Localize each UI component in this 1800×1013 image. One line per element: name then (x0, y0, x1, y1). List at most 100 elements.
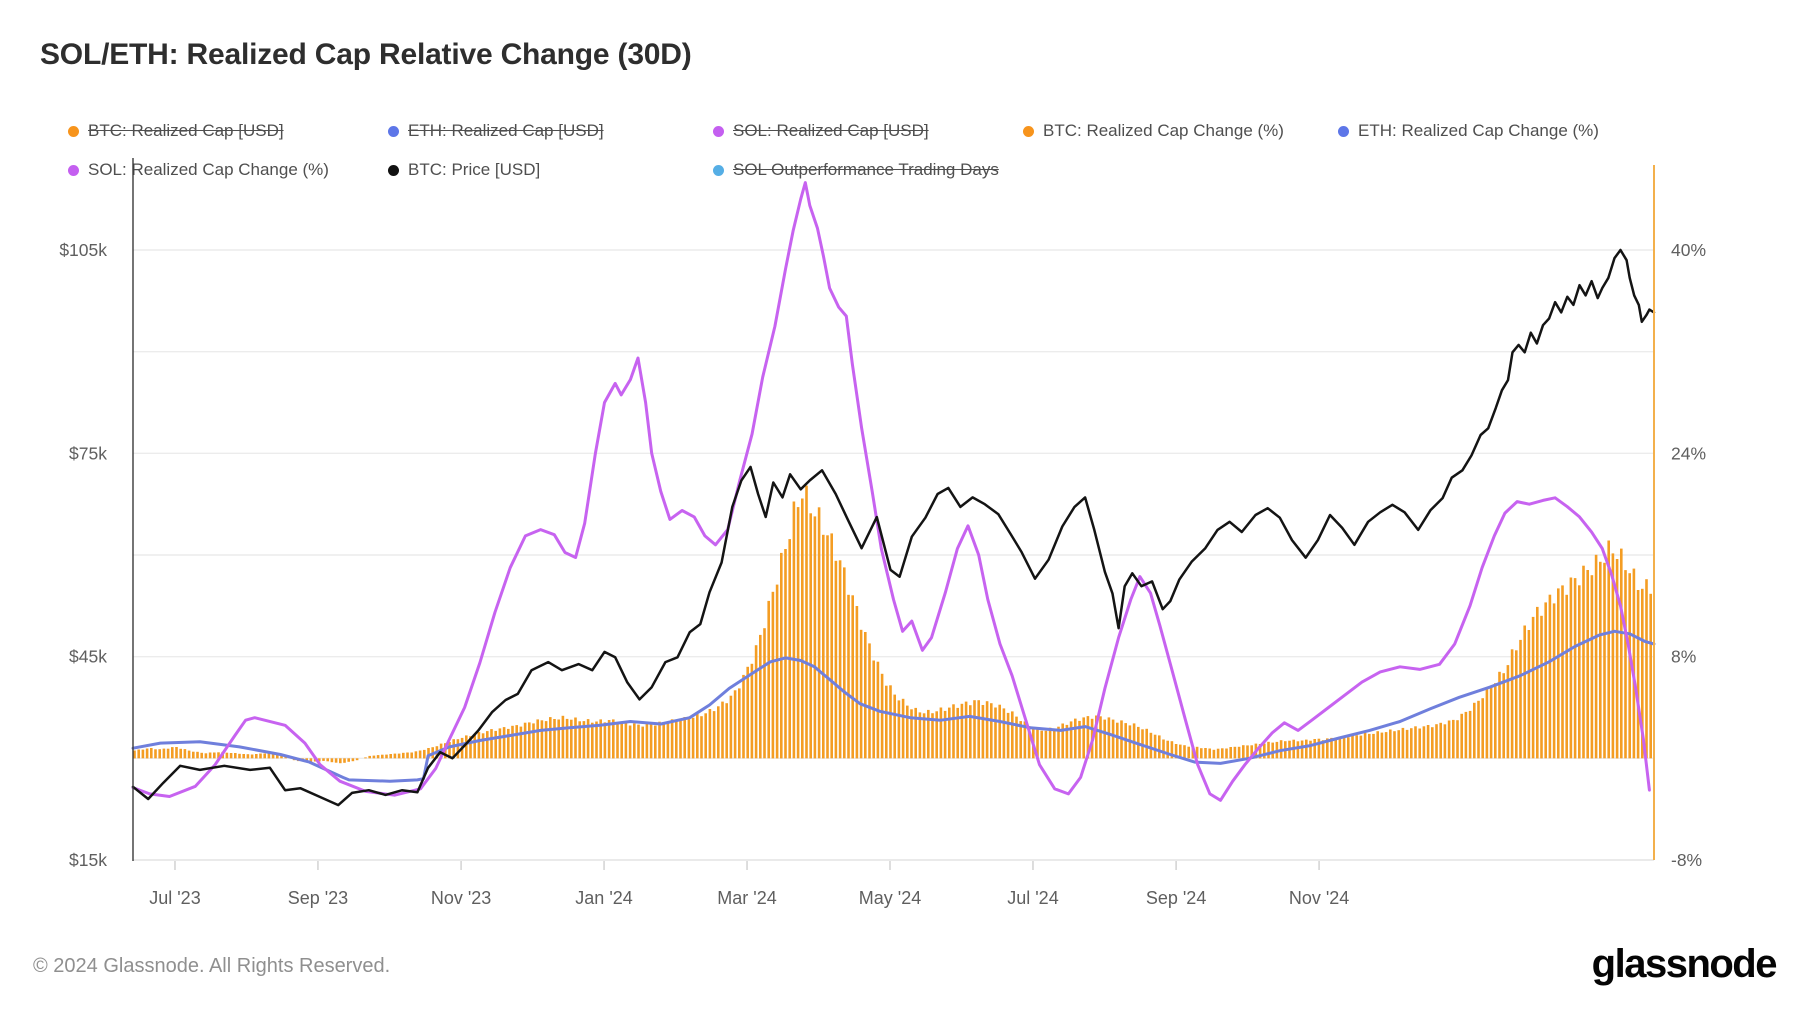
bar (355, 758, 359, 761)
bar (868, 643, 871, 759)
bar (901, 698, 905, 759)
bar (893, 694, 896, 759)
bar (1540, 615, 1543, 759)
bar (801, 498, 804, 759)
bar (1166, 740, 1169, 759)
legend-item[interactable]: SOL: Realized Cap [USD] (713, 121, 929, 141)
bar (246, 754, 250, 759)
bar (1582, 565, 1585, 759)
bar (574, 717, 577, 759)
legend-item[interactable]: SOL: Realized Cap Change (%) (68, 160, 329, 180)
bar (603, 722, 607, 759)
bar (1473, 702, 1476, 759)
bar (196, 751, 199, 759)
bar (851, 595, 854, 759)
bar (658, 721, 661, 759)
bar (1515, 650, 1518, 759)
legend-item[interactable]: ETH: Realized Cap Change (%) (1338, 121, 1599, 141)
bar (1531, 616, 1535, 759)
bar (666, 723, 670, 759)
bar (1216, 748, 1220, 759)
bar (607, 720, 611, 759)
legend-item[interactable]: BTC: Price [USD] (388, 160, 540, 180)
legend-series-label: ETH: Realized Cap Change (%) (1358, 121, 1599, 140)
bar (763, 628, 766, 759)
bar (969, 705, 972, 759)
bar (759, 634, 762, 759)
bar (1527, 630, 1531, 759)
bar (263, 753, 266, 759)
bar (578, 721, 581, 759)
bar (943, 710, 947, 759)
bar (1380, 732, 1384, 759)
bar (1431, 727, 1434, 759)
bar (738, 688, 741, 759)
bar (796, 507, 800, 759)
bar (704, 713, 707, 759)
bar (620, 721, 623, 759)
bar (889, 685, 892, 759)
bar (859, 629, 863, 759)
bar (1027, 726, 1031, 759)
bar (368, 755, 371, 759)
bar (696, 713, 699, 759)
legend-item[interactable]: BTC: Realized Cap [USD] (68, 121, 284, 141)
bar (1548, 594, 1552, 759)
bar (1569, 577, 1573, 759)
bar (1611, 553, 1615, 759)
bar (1132, 723, 1136, 759)
bar (700, 716, 703, 759)
bar (179, 748, 182, 759)
bar (397, 753, 401, 759)
bar (1162, 739, 1165, 759)
bar (847, 594, 850, 759)
bar (511, 725, 514, 759)
y-tick-label-right: 24% (1671, 443, 1706, 463)
bar (830, 533, 833, 759)
bar (1620, 548, 1623, 759)
bar (234, 753, 237, 759)
legend-item[interactable]: SOL Outperformance Trading Days (713, 160, 999, 180)
bar (481, 733, 485, 759)
bar (456, 739, 460, 759)
bar (1242, 745, 1245, 759)
bar (557, 719, 560, 759)
bar (1523, 625, 1526, 759)
bar (1006, 712, 1010, 759)
bar (322, 758, 325, 761)
bar (1372, 733, 1375, 759)
bar (1485, 687, 1489, 759)
bar (1221, 748, 1224, 759)
series-btc-realized-cap-change-bars (133, 485, 1652, 764)
bar (477, 732, 481, 759)
legend-item[interactable]: BTC: Realized Cap Change (%) (1023, 121, 1284, 141)
bar (1107, 717, 1111, 759)
bar (544, 721, 548, 759)
bar (570, 719, 573, 759)
bar (549, 717, 552, 759)
bar (981, 705, 985, 759)
bar (616, 723, 619, 759)
bar (1342, 736, 1346, 759)
bar (381, 754, 384, 759)
bar (918, 712, 922, 759)
bar (1334, 738, 1337, 759)
bar (990, 703, 993, 759)
bar (385, 754, 388, 759)
bar (1158, 735, 1161, 759)
y-tick-label-left: $75k (69, 443, 107, 463)
bar (1271, 742, 1274, 759)
bar (1233, 746, 1237, 759)
bar (1103, 719, 1106, 759)
bar (633, 723, 636, 759)
bar (906, 705, 909, 759)
bar (910, 709, 913, 759)
bar (1250, 745, 1253, 759)
bar (1212, 749, 1216, 759)
bar (1048, 727, 1052, 759)
bar (1544, 602, 1547, 759)
bar (343, 758, 346, 763)
legend-item[interactable]: ETH: Realized Cap [USD] (388, 121, 604, 141)
bar (1594, 554, 1598, 759)
